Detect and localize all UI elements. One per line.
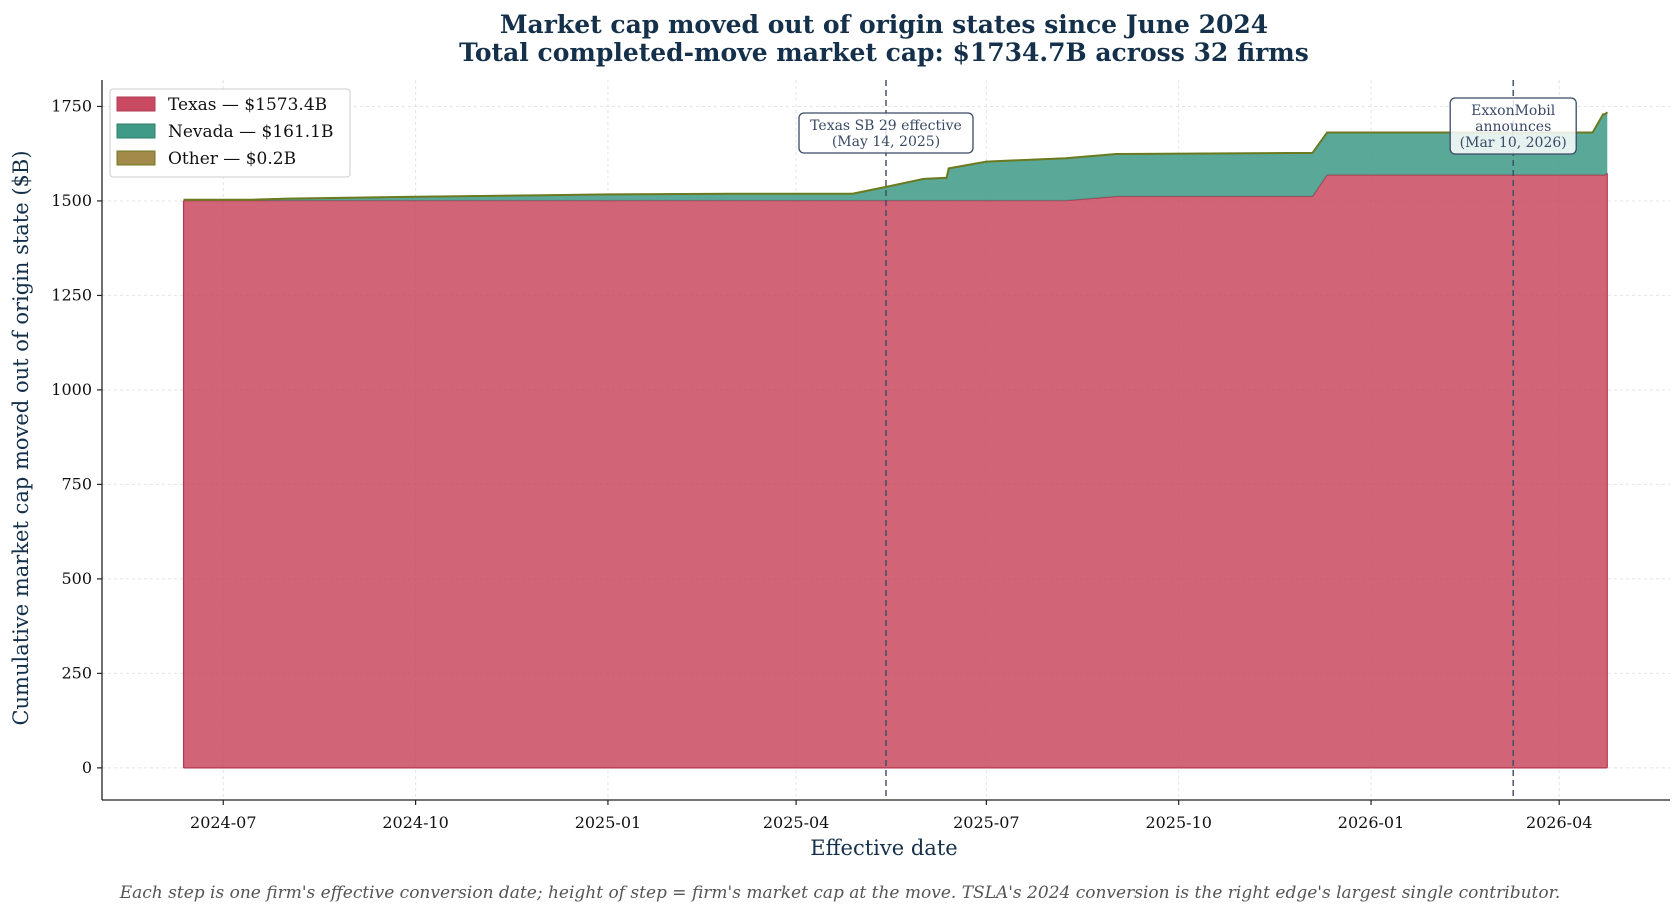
y-tick-label: 0 bbox=[82, 758, 92, 777]
legend-swatch-nevada bbox=[116, 123, 156, 139]
legend-frame bbox=[109, 88, 351, 178]
x-tick-label: 2026-04 bbox=[1526, 813, 1592, 832]
legend-swatch-other bbox=[116, 150, 156, 166]
chart-subtitle: Total completed-move market cap: $1734.7… bbox=[459, 38, 1309, 67]
y-tick-label: 250 bbox=[61, 663, 92, 682]
area-series bbox=[182, 111, 1608, 769]
y-tick-label: 500 bbox=[61, 569, 92, 588]
y-axis-label: Cumulative market cap moved out of origi… bbox=[9, 150, 33, 725]
legend-swatch-texas bbox=[116, 96, 156, 112]
x-tick-label: 2025-04 bbox=[763, 813, 829, 832]
annotation-box bbox=[1449, 97, 1577, 155]
x-axis-label: Effective date bbox=[810, 836, 957, 860]
annotation-text: ExxonMobil bbox=[1471, 103, 1556, 119]
area-nevada bbox=[183, 112, 1608, 201]
y-tick-label: 750 bbox=[61, 474, 92, 493]
x-tick-label: 2024-10 bbox=[382, 813, 448, 832]
legend-label-other: Other — $0.2B bbox=[168, 149, 296, 169]
annotation-text: (Mar 10, 2026) bbox=[1460, 135, 1567, 151]
x-tick-label: 2024-07 bbox=[190, 813, 256, 832]
area-texas bbox=[183, 173, 1608, 768]
x-tick-label: 2026-01 bbox=[1338, 813, 1404, 832]
legend-label-nevada: Nevada — $161.1B bbox=[168, 122, 333, 142]
annotation-box bbox=[798, 112, 974, 154]
x-tick-label: 2025-10 bbox=[1145, 813, 1211, 832]
y-tick-label: 1750 bbox=[51, 96, 92, 115]
footer-note: Each step is one firm's effective conver… bbox=[119, 883, 1561, 903]
axes: 0 250 500 750 1000 1250 1500 1750 2024-07 2024-10… bbox=[51, 80, 1670, 832]
annotation-text: Texas SB 29 effective bbox=[810, 118, 962, 134]
chart-title: Market cap moved out of origin states si… bbox=[500, 10, 1268, 39]
y-tick-label: 1000 bbox=[51, 380, 92, 399]
y-tick-label: 1500 bbox=[51, 191, 92, 210]
legend: Texas — $1573.4B Nevada — $161.1B Other … bbox=[109, 88, 351, 178]
annotation-text: announces bbox=[1475, 119, 1551, 135]
legend-label-texas: Texas — $1573.4B bbox=[168, 95, 327, 115]
annotations: Texas SB 29 effective(May 14, 2025) Exxon… bbox=[798, 80, 1577, 800]
y-tick-label: 1250 bbox=[51, 285, 92, 304]
annotation-text: (May 14, 2025) bbox=[832, 134, 940, 150]
x-tick-label: 2025-01 bbox=[575, 813, 641, 832]
x-tick-label: 2025-07 bbox=[953, 813, 1019, 832]
